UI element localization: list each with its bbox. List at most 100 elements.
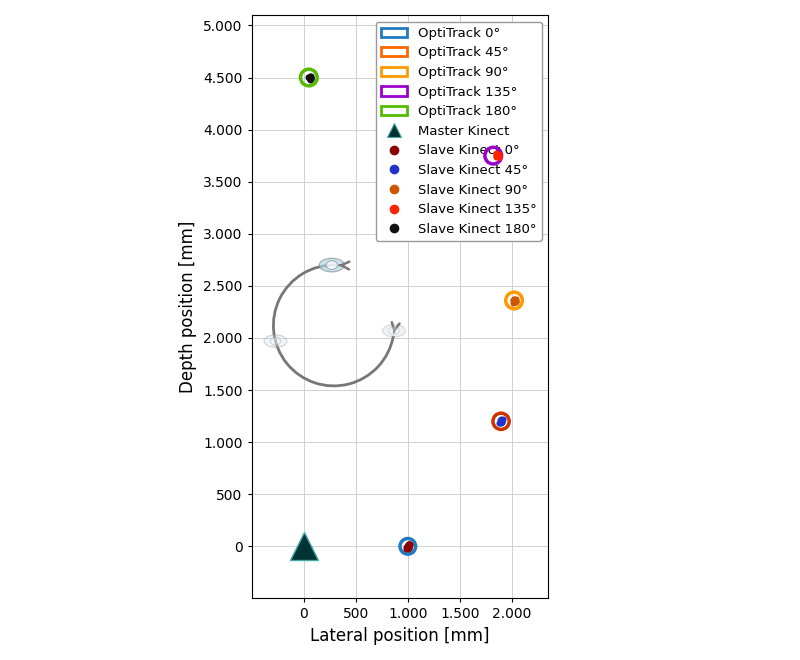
Point bbox=[400, 544, 413, 554]
Point bbox=[490, 150, 503, 160]
Point bbox=[510, 296, 522, 306]
Point bbox=[508, 296, 521, 307]
Point bbox=[492, 148, 505, 159]
Point bbox=[496, 416, 509, 426]
Point bbox=[508, 296, 521, 307]
Point bbox=[494, 418, 506, 428]
Point bbox=[305, 73, 318, 83]
Point bbox=[509, 297, 522, 308]
Point bbox=[508, 296, 521, 306]
Point bbox=[304, 71, 317, 82]
Point bbox=[494, 416, 507, 426]
Point bbox=[491, 149, 504, 160]
Point bbox=[302, 73, 315, 83]
Point bbox=[303, 72, 316, 82]
Point bbox=[401, 542, 414, 552]
Point bbox=[491, 150, 504, 160]
Point bbox=[491, 150, 504, 160]
Point bbox=[402, 539, 415, 549]
Point bbox=[508, 294, 521, 305]
Point bbox=[510, 297, 522, 308]
Point bbox=[401, 541, 414, 552]
Legend: OptiTrack 0°, OptiTrack 45°, OptiTrack 90°, OptiTrack 135°, OptiTrack 180°, Mast: OptiTrack 0°, OptiTrack 45°, OptiTrack 9… bbox=[376, 22, 542, 241]
Point bbox=[493, 418, 506, 428]
Ellipse shape bbox=[270, 337, 281, 345]
Point bbox=[494, 415, 507, 426]
Point bbox=[507, 294, 520, 304]
Point bbox=[494, 414, 507, 425]
Point bbox=[490, 151, 503, 162]
Point bbox=[303, 73, 316, 83]
Point bbox=[508, 295, 521, 306]
Point bbox=[303, 73, 316, 83]
Point bbox=[302, 72, 314, 82]
Point bbox=[302, 71, 315, 82]
Point bbox=[510, 296, 522, 306]
Point bbox=[304, 73, 317, 83]
Point bbox=[494, 416, 507, 426]
Point bbox=[507, 298, 520, 308]
Point bbox=[302, 73, 315, 84]
Point bbox=[492, 150, 505, 161]
Point bbox=[507, 297, 520, 308]
Point bbox=[303, 73, 316, 83]
Point bbox=[303, 73, 316, 83]
Point bbox=[303, 73, 316, 83]
Point bbox=[494, 414, 506, 425]
Point bbox=[496, 416, 509, 427]
Point bbox=[509, 295, 522, 306]
Point bbox=[495, 415, 508, 426]
Point bbox=[506, 295, 519, 306]
Point bbox=[303, 74, 316, 84]
Point bbox=[509, 294, 522, 305]
Point bbox=[491, 150, 504, 161]
Point bbox=[495, 416, 508, 426]
Point bbox=[303, 73, 316, 84]
Point bbox=[400, 541, 413, 552]
Ellipse shape bbox=[264, 335, 287, 347]
Point bbox=[494, 418, 507, 428]
Point bbox=[402, 539, 415, 549]
Point bbox=[490, 152, 502, 162]
Point bbox=[402, 541, 414, 552]
Point bbox=[510, 294, 522, 305]
Point bbox=[304, 73, 317, 84]
Point bbox=[495, 415, 508, 426]
Point bbox=[494, 416, 507, 426]
Point bbox=[492, 150, 505, 161]
Point bbox=[496, 414, 509, 424]
Point bbox=[490, 150, 502, 160]
Point bbox=[491, 150, 504, 160]
Point bbox=[402, 543, 415, 553]
Point bbox=[402, 543, 415, 554]
Point bbox=[494, 416, 507, 426]
Point bbox=[402, 541, 414, 551]
Point bbox=[495, 416, 508, 427]
Point bbox=[496, 416, 509, 427]
Ellipse shape bbox=[326, 261, 338, 269]
Point bbox=[490, 148, 502, 159]
Point bbox=[303, 73, 316, 84]
Point bbox=[303, 71, 316, 82]
Point bbox=[508, 294, 521, 305]
Point bbox=[495, 416, 508, 426]
Point bbox=[402, 542, 414, 552]
Point bbox=[490, 150, 503, 161]
Point bbox=[402, 539, 415, 550]
Point bbox=[491, 151, 504, 162]
Point bbox=[402, 543, 414, 554]
Point bbox=[402, 544, 414, 554]
Point bbox=[402, 540, 414, 550]
Point bbox=[402, 542, 415, 552]
Ellipse shape bbox=[389, 327, 399, 335]
Ellipse shape bbox=[319, 258, 344, 272]
Point bbox=[402, 541, 414, 551]
Point bbox=[492, 152, 505, 162]
Point bbox=[400, 542, 413, 552]
Point bbox=[494, 414, 507, 424]
Point bbox=[304, 71, 317, 81]
Point bbox=[492, 150, 505, 160]
Point bbox=[507, 295, 520, 306]
Point bbox=[493, 152, 506, 162]
Point bbox=[305, 73, 318, 84]
